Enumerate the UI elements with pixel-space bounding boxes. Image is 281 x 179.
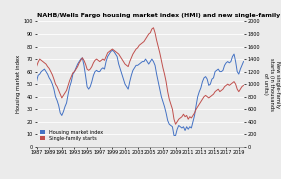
Text: NAHB/Wells Fargo housing market index (HMI) and new single-family starts: NAHB/Wells Fargo housing market index (H… [37,13,281,18]
Y-axis label: Housing market index: Housing market index [16,55,21,113]
Legend: Housing market index, Single-family starts: Housing market index, Single-family star… [39,129,104,142]
Y-axis label: New single-family
starts (in thousands
of units): New single-family starts (in thousands o… [263,58,280,111]
